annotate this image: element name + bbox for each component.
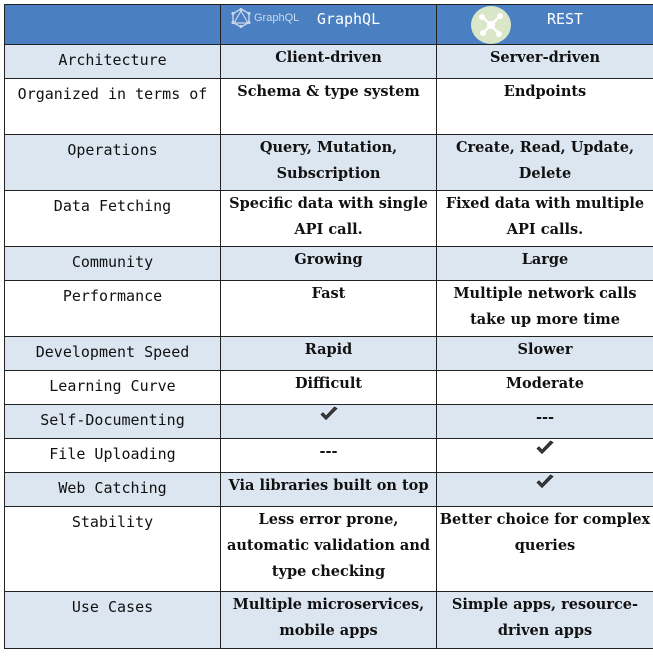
graphql-column-title: GraphQL — [316, 10, 381, 28]
table-row: Self-Documenting --- — [4, 404, 653, 439]
check-icon — [536, 440, 554, 455]
rest-value: --- — [436, 404, 653, 439]
graphql-value: Difficult — [220, 370, 437, 405]
rest-logo-icon — [471, 6, 511, 44]
header-rest-cell: REST — [436, 4, 653, 45]
graphql-value: Via libraries built on top — [220, 472, 437, 507]
header-empty-cell — [4, 4, 221, 45]
graphql-value: Specific data with single API call. — [220, 190, 437, 247]
graphql-logo-icon — [231, 8, 251, 28]
rest-value: Server-driven — [436, 44, 653, 79]
feature-label: Data Fetching — [4, 190, 221, 247]
table-row: Stability Less error prone, automatic val… — [4, 506, 653, 592]
table-row: File Uploading --- — [4, 438, 653, 473]
feature-label: Organized in terms of — [4, 78, 221, 135]
feature-label: Architecture — [4, 44, 221, 79]
graphql-value: Multiple microservices, mobile apps — [220, 591, 437, 649]
graphql-value: Rapid — [220, 336, 437, 371]
table-row: Learning Curve Difficult Moderate — [4, 370, 653, 405]
rest-value: Simple apps, resource-driven apps — [436, 591, 653, 649]
graphql-value: Growing — [220, 246, 437, 281]
graphql-value: --- — [220, 438, 437, 473]
table-row: Use Cases Multiple microservices, mobile … — [4, 591, 653, 649]
rest-value: Create, Read, Update, Delete — [436, 134, 653, 191]
table-row: Web Catching Via libraries built on top — [4, 472, 653, 507]
rest-value — [436, 438, 653, 473]
table-row: Performance Fast Multiple network calls ta… — [4, 280, 653, 337]
rest-value: Fixed data with multiple API calls. — [436, 190, 653, 247]
rest-value: Multiple network calls take up more time — [436, 280, 653, 337]
check-icon — [319, 406, 338, 421]
feature-label: Performance — [4, 280, 221, 337]
graphql-logo-text: GraphQL — [254, 12, 300, 24]
feature-label: Development Speed — [4, 336, 221, 371]
feature-label: File Uploading — [4, 438, 221, 473]
feature-label: Stability — [4, 506, 221, 592]
check-icon — [536, 474, 554, 489]
table-row: Operations Query, Mutation, Subscription C… — [4, 134, 653, 191]
table-row: Community Growing Large — [4, 246, 653, 281]
table-header-row: GraphQL GraphQL REST — [4, 4, 653, 45]
feature-label: Operations — [4, 134, 221, 191]
rest-value: Moderate — [436, 370, 653, 405]
graphql-value: Query, Mutation, Subscription — [220, 134, 437, 191]
feature-label: Web Catching — [4, 472, 221, 507]
feature-label: Self-Documenting — [4, 404, 221, 439]
graphql-value: Schema & type system — [220, 78, 437, 135]
rest-value: Large — [436, 246, 653, 281]
graphql-value: Client-driven — [220, 44, 437, 79]
feature-label: Learning Curve — [4, 370, 221, 405]
rest-value — [436, 472, 653, 507]
graphql-logo: GraphQL — [231, 8, 299, 28]
table-row: Data Fetching Specific data with single A… — [4, 190, 653, 247]
comparison-table: GraphQL GraphQL REST — [4, 4, 653, 649]
feature-label: Use Cases — [4, 591, 221, 649]
feature-label: Community — [4, 246, 221, 281]
table-row: Architecture Client-driven Server-driven — [4, 44, 653, 79]
table-row: Organized in terms of Schema & type syste… — [4, 78, 653, 135]
rest-column-title: REST — [546, 10, 584, 28]
rest-value: Endpoints — [436, 78, 653, 135]
table-row: Development Speed Rapid Slower — [4, 336, 653, 371]
graphql-value — [220, 404, 437, 439]
header-graphql-cell: GraphQL GraphQL — [220, 4, 437, 45]
rest-value: Slower — [436, 336, 653, 371]
graphql-value: Less error prone, automatic validation a… — [220, 506, 437, 592]
rest-value: Better choice for complex queries — [436, 506, 653, 592]
graphql-value: Fast — [220, 280, 437, 337]
